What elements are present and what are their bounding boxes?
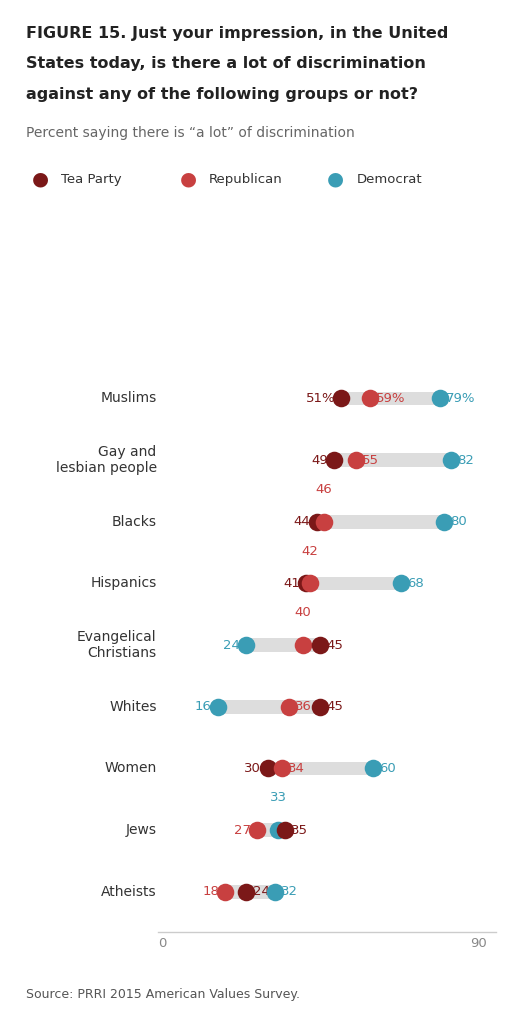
Bar <box>257 823 285 837</box>
Text: 80: 80 <box>450 515 467 528</box>
Point <box>242 884 251 900</box>
Text: Hispanics: Hispanics <box>90 577 157 591</box>
Point <box>397 575 406 592</box>
Point <box>369 760 378 776</box>
Text: Tea Party: Tea Party <box>61 173 121 185</box>
Text: 24: 24 <box>253 886 270 898</box>
Text: 59%: 59% <box>376 392 406 404</box>
Text: 55: 55 <box>362 454 379 467</box>
Text: against any of the following groups or not?: against any of the following groups or n… <box>26 87 418 102</box>
Bar <box>247 638 320 652</box>
Text: 51%: 51% <box>306 392 335 404</box>
Bar <box>225 885 275 898</box>
Text: 27: 27 <box>233 823 251 837</box>
Bar <box>317 515 444 528</box>
Text: 40: 40 <box>294 606 311 620</box>
Text: 46: 46 <box>315 483 332 496</box>
Bar <box>334 454 450 467</box>
Point <box>270 884 279 900</box>
Point <box>337 390 346 407</box>
Point <box>281 822 289 839</box>
Point <box>302 575 310 592</box>
Point <box>214 698 222 715</box>
Text: 82: 82 <box>457 454 474 467</box>
Point <box>351 452 360 468</box>
Text: 68: 68 <box>408 577 425 590</box>
Text: Evangelical
Christians: Evangelical Christians <box>77 630 157 660</box>
Text: 16: 16 <box>195 700 212 714</box>
Point <box>242 637 251 653</box>
Bar <box>268 762 373 775</box>
Text: Women: Women <box>105 762 157 775</box>
Text: 42: 42 <box>301 545 318 557</box>
Text: 24: 24 <box>223 639 240 651</box>
Point <box>365 390 374 407</box>
Text: Gay and
lesbian people: Gay and lesbian people <box>55 445 157 475</box>
Point <box>439 514 448 530</box>
Text: ●: ● <box>32 170 49 188</box>
Text: 18: 18 <box>202 886 219 898</box>
Text: States today, is there a lot of discrimination: States today, is there a lot of discrimi… <box>26 56 426 72</box>
Point <box>313 514 321 530</box>
Text: 60: 60 <box>380 762 396 775</box>
Text: 34: 34 <box>288 762 305 775</box>
Bar <box>342 392 440 406</box>
Point <box>298 637 307 653</box>
Bar <box>218 700 320 714</box>
Text: ●: ● <box>327 170 344 188</box>
Text: 45: 45 <box>327 700 344 714</box>
Text: Percent saying there is “a lot” of discrimination: Percent saying there is “a lot” of discr… <box>26 126 355 140</box>
Text: 36: 36 <box>295 700 312 714</box>
Point <box>253 822 261 839</box>
Point <box>274 822 282 839</box>
Point <box>446 452 455 468</box>
Text: Muslims: Muslims <box>100 391 157 406</box>
Text: 79%: 79% <box>446 392 476 404</box>
Text: 45: 45 <box>327 639 344 651</box>
Bar <box>306 577 401 590</box>
Point <box>221 884 230 900</box>
Point <box>306 575 314 592</box>
Text: Jews: Jews <box>126 823 157 837</box>
Text: 49: 49 <box>312 454 328 467</box>
Point <box>316 637 325 653</box>
Text: Atheists: Atheists <box>101 885 157 899</box>
Text: Blacks: Blacks <box>111 515 157 528</box>
Point <box>330 452 338 468</box>
Text: 44: 44 <box>294 515 310 528</box>
Text: FIGURE 15. Just your impression, in the United: FIGURE 15. Just your impression, in the … <box>26 26 449 41</box>
Point <box>285 698 293 715</box>
Point <box>316 698 325 715</box>
Text: ●: ● <box>180 170 196 188</box>
Text: 35: 35 <box>291 823 308 837</box>
Point <box>277 760 286 776</box>
Text: 33: 33 <box>270 792 287 804</box>
Point <box>319 514 328 530</box>
Text: Democrat: Democrat <box>356 173 422 185</box>
Point <box>263 760 272 776</box>
Text: Source: PRRI 2015 American Values Survey.: Source: PRRI 2015 American Values Survey… <box>26 988 300 1001</box>
Text: Whites: Whites <box>109 699 157 714</box>
Text: Republican: Republican <box>209 173 282 185</box>
Point <box>436 390 444 407</box>
Text: 32: 32 <box>281 886 298 898</box>
Text: 41: 41 <box>283 577 300 590</box>
Text: 30: 30 <box>244 762 261 775</box>
